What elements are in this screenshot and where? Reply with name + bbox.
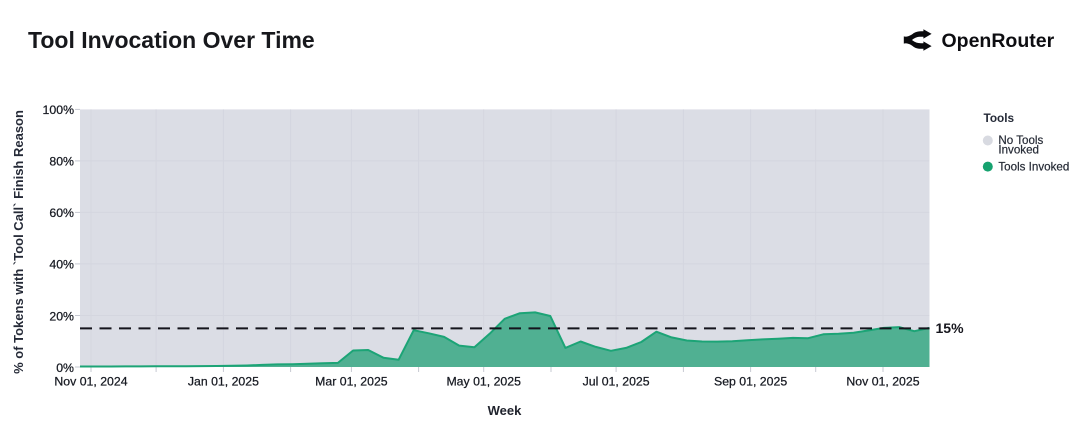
svg-text:Tools Invoked: Tools Invoked (998, 160, 1069, 173)
svg-text:May 01, 2025: May 01, 2025 (446, 375, 521, 389)
svg-text:0%: 0% (56, 361, 74, 375)
svg-text:Sep 01, 2025: Sep 01, 2025 (714, 375, 787, 389)
svg-text:Invoked: Invoked (998, 143, 1039, 156)
svg-text:Jan 01, 2025: Jan 01, 2025 (188, 375, 259, 389)
svg-text:100%: 100% (43, 103, 75, 117)
svg-text:No Tools: No Tools (998, 134, 1043, 147)
svg-text:40%: 40% (49, 258, 74, 272)
svg-text:Jul 01, 2025: Jul 01, 2025 (583, 375, 650, 389)
svg-text:Nov 01, 2024: Nov 01, 2024 (54, 375, 127, 389)
svg-text:80%: 80% (49, 155, 74, 169)
svg-text:60%: 60% (49, 206, 74, 220)
svg-text:Tools: Tools (984, 111, 1015, 125)
svg-text:Mar 01, 2025: Mar 01, 2025 (315, 375, 388, 389)
svg-text:20%: 20% (49, 309, 74, 323)
svg-text:% of Tokens with `Tool Call` F: % of Tokens with `Tool Call` Finish Reas… (11, 110, 26, 374)
svg-text:Week: Week (488, 403, 522, 418)
svg-text:15%: 15% (936, 320, 965, 336)
svg-text:Nov 01, 2025: Nov 01, 2025 (846, 375, 919, 389)
